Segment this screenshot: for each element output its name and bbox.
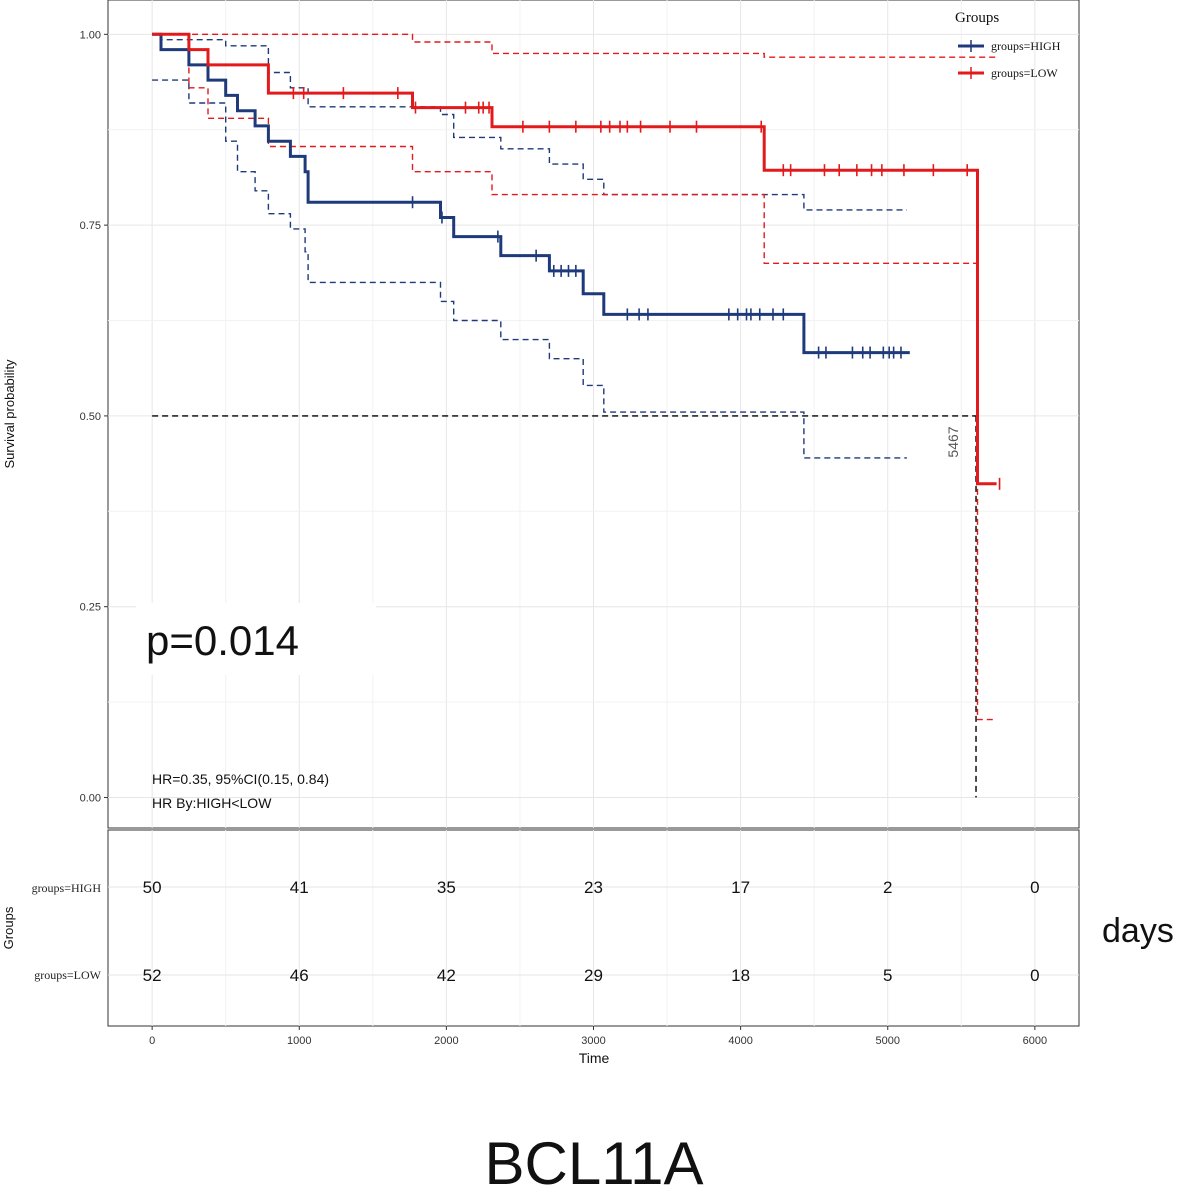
y-tick-label: 1.00	[80, 29, 101, 41]
legend: Groups groups=HIGH groups=LOW	[955, 10, 1061, 80]
risk-count: 23	[584, 878, 603, 897]
legend-item-high: groups=HIGH	[958, 39, 1061, 53]
ci-upper-high	[152, 33, 907, 211]
figure-title: BCL11A	[484, 1130, 703, 1185]
x-tick-label: 1000	[287, 1035, 311, 1047]
risk-count: 0	[1030, 966, 1039, 985]
risk-count: 35	[437, 878, 456, 897]
risk-count: 5	[883, 966, 892, 985]
x-tick-label: 4000	[728, 1035, 752, 1047]
y-tick-label: 0.50	[80, 411, 101, 423]
legend-item-low: groups=LOW	[958, 66, 1058, 80]
risk-count: 18	[731, 966, 750, 985]
censor-marks	[292, 87, 1001, 490]
risk-count: 29	[584, 966, 603, 985]
risk-count: 0	[1030, 878, 1039, 897]
y-tick-label: 0.75	[80, 220, 101, 232]
x-axis-title: Time	[579, 1050, 610, 1066]
ci-upper-low	[152, 33, 997, 58]
x-axis-ticks: 0 1000 2000 3000 4000 5000 6000	[149, 1026, 1047, 1047]
y-axis-ticks: 0.00 0.25 0.50 0.75 1.00	[80, 29, 108, 804]
risk-count: 50	[143, 878, 162, 897]
survival-curve-high	[152, 32, 910, 355]
risk-row-label-low: groups=LOW	[34, 968, 101, 982]
risk-table-counts: 50 41 35 23 17 2 052 46 42 29 18 5 0	[143, 878, 1040, 985]
x-tick-label: 6000	[1023, 1035, 1047, 1047]
survival-curves	[152, 32, 997, 486]
x-tick-label: 0	[149, 1035, 155, 1047]
hr-by-label: HR By:HIGH<LOW	[152, 795, 272, 811]
risk-row-label-high: groups=HIGH	[32, 881, 102, 895]
grid-risk	[108, 830, 1079, 1026]
y-tick-label: 0.25	[80, 602, 101, 614]
ci-lower-high	[152, 79, 907, 459]
legend-label-high: groups=HIGH	[991, 39, 1061, 53]
days-label: days	[1102, 912, 1174, 950]
risk-axis-label: Groups	[1, 906, 16, 949]
risk-count: 41	[290, 878, 309, 897]
survival-panel: 0.00 0.25 0.50 0.75 1.00 Survival probabilit…	[2, 0, 1080, 829]
risk-count: 46	[290, 966, 309, 985]
survival-curve-low	[152, 32, 997, 486]
pvalue-box	[136, 603, 376, 675]
x-tick-label: 5000	[876, 1035, 900, 1047]
legend-label-low: groups=LOW	[991, 66, 1058, 80]
y-tick-label: 0.00	[80, 792, 101, 804]
pvalue-label: p=0.014	[146, 617, 299, 664]
median-label: 5467	[945, 426, 961, 457]
hr-label: HR=0.35, 95%CI(0.15, 0.84)	[152, 771, 329, 787]
y-axis-label: Survival probability	[2, 359, 17, 469]
risk-count: 52	[143, 966, 162, 985]
x-tick-label: 2000	[434, 1035, 458, 1047]
risk-count: 17	[731, 878, 750, 897]
legend-title: Groups	[955, 10, 999, 26]
risk-table-panel: 50 41 35 23 17 2 052 46 42 29 18 5 0 0 1000 2000 3000 40…	[1, 829, 1174, 1066]
risk-count: 2	[883, 878, 892, 897]
x-tick-label: 3000	[581, 1035, 605, 1047]
risk-count: 42	[437, 966, 456, 985]
